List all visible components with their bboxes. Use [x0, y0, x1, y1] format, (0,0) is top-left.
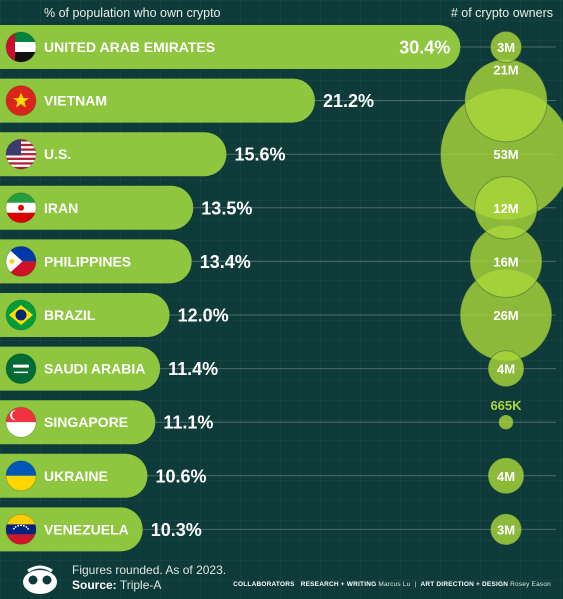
owners-label-united-arab-emirates: 3M: [497, 40, 515, 55]
art-name: Rosey Eason: [510, 581, 551, 588]
bar-group-ukraine: UKRAINE 10.6%: [0, 453, 556, 498]
country-label-ukraine: UKRAINE: [44, 468, 108, 484]
bar-saudi-arabia: [0, 346, 161, 391]
source-label: Source:: [72, 578, 117, 592]
source-name: Triple-A: [119, 578, 162, 592]
country-label-venezuela: VENEZUELA: [44, 521, 129, 537]
country-label-brazil: BRAZIL: [44, 307, 96, 323]
country-label-philippines: PHILIPPINES: [44, 253, 131, 269]
value-label-brazil: 12.0%: [178, 306, 229, 326]
us-flag-icon: [5, 138, 37, 170]
value-label-vietnam: 21.2%: [323, 91, 374, 111]
owners-label-brazil: 26M: [493, 308, 518, 323]
left-axis-header: % of population who own crypto: [44, 6, 221, 20]
owners-bubble-venezuela: [489, 513, 523, 546]
bar-group-venezuela: VENEZUELA 10.3%: [0, 507, 556, 552]
bar-group-united-arab-emirates: UNITED ARAB EMIRATES 30.4%: [0, 25, 556, 69]
crypto-ownership-chart: UNITED ARAB EMIRATES 30.4% VIETNAM 21.2% U.S…: [0, 25, 563, 552]
owners-label-singapore: 665K: [490, 398, 522, 413]
owners-label-philippines: 16M: [493, 254, 518, 269]
source-line: Source: Triple-A: [72, 578, 161, 592]
brazil-flag-icon: [5, 299, 37, 331]
value-label-united-arab-emirates: 30.4%: [399, 38, 450, 58]
bar-group-vietnam: VIETNAM 21.2%: [0, 78, 556, 123]
philippines-flag-icon: [5, 245, 37, 277]
venezuela-flag-icon: [5, 513, 37, 545]
bar-vietnam: [0, 78, 315, 123]
country-label-vietnam: VIETNAM: [44, 93, 107, 109]
owners-label-ukraine: 4M: [497, 469, 515, 484]
credits: COLLABORATORS RESEARCH + WRITING Marcus …: [233, 581, 551, 588]
bar-iran: [0, 185, 194, 230]
owners-label-venezuela: 3M: [497, 522, 515, 537]
bar-united-arab-emirates: [0, 25, 461, 69]
bar-group-singapore: SINGAPORE 11.1%: [0, 400, 556, 445]
bar-group-saudi-arabia: SAUDI ARABIA 11.4%: [0, 346, 556, 391]
bubbles-layer: 3M 21M 53M 12M 16M 26M 4M 665K 4M 3M: [439, 30, 563, 546]
country-label-iran: IRAN: [44, 200, 78, 216]
country-label-u-s: U.S.: [44, 146, 71, 162]
bar-group-philippines: PHILIPPINES 13.4%: [0, 239, 556, 284]
owners-bubble-ukraine: [487, 457, 525, 495]
owners-bubble-united-arab-emirates: [489, 30, 523, 64]
ukraine-flag-icon: [5, 460, 37, 492]
country-label-saudi-arabia: SAUDI ARABIA: [44, 361, 145, 377]
value-label-venezuela: 10.3%: [151, 520, 202, 540]
saudi-arabia-flag-icon: [5, 353, 37, 385]
research-label: RESEARCH + WRITING: [300, 581, 377, 588]
owners-label-iran: 12M: [493, 201, 518, 216]
value-label-iran: 13.5%: [201, 198, 252, 218]
visual-capitalist-logo-icon: [23, 565, 57, 594]
bar-singapore: [0, 400, 156, 445]
owners-bubble-singapore: [498, 414, 514, 431]
iran-flag-icon: [5, 192, 37, 224]
value-label-ukraine: 10.6%: [155, 466, 206, 486]
singapore-flag-icon: [5, 406, 37, 438]
bar-philippines: [0, 239, 192, 284]
uae-flag-icon: [5, 31, 37, 63]
owners-bubble-iran: [474, 176, 538, 240]
vietnam-flag-icon: [5, 85, 37, 117]
value-label-saudi-arabia: 11.4%: [168, 359, 218, 379]
art-label: ART DIRECTION + DESIGN: [420, 581, 509, 588]
bar-brazil: [0, 293, 170, 337]
owners-label-vietnam: 21M: [493, 63, 518, 78]
owners-label-u-s: 53M: [493, 147, 518, 162]
footnote: Figures rounded. As of 2023.: [72, 563, 227, 577]
country-label-singapore: SINGAPORE: [44, 414, 128, 430]
right-axis-header: # of crypto owners: [450, 6, 553, 20]
research-name: Marcus Lu: [378, 581, 411, 588]
bars-layer: UNITED ARAB EMIRATES 30.4% VIETNAM 21.2% U.S…: [0, 25, 556, 552]
value-label-singapore: 11.1%: [163, 413, 213, 433]
bar-ukraine: [0, 453, 148, 498]
bar-u-s: [0, 132, 227, 177]
value-label-u-s: 15.6%: [234, 145, 285, 165]
bar-venezuela: [0, 507, 143, 552]
value-label-philippines: 13.4%: [200, 252, 251, 272]
footer: Figures rounded. As of 2023. Source: Tri…: [0, 559, 563, 599]
owners-label-saudi-arabia: 4M: [497, 362, 515, 377]
collaborators-label: COLLABORATORS: [233, 581, 295, 588]
owners-bubble-saudi-arabia: [487, 350, 525, 388]
bar-group-u-s: U.S. 15.6%: [0, 132, 556, 177]
country-label-united-arab-emirates: UNITED ARAB EMIRATES: [44, 39, 215, 55]
